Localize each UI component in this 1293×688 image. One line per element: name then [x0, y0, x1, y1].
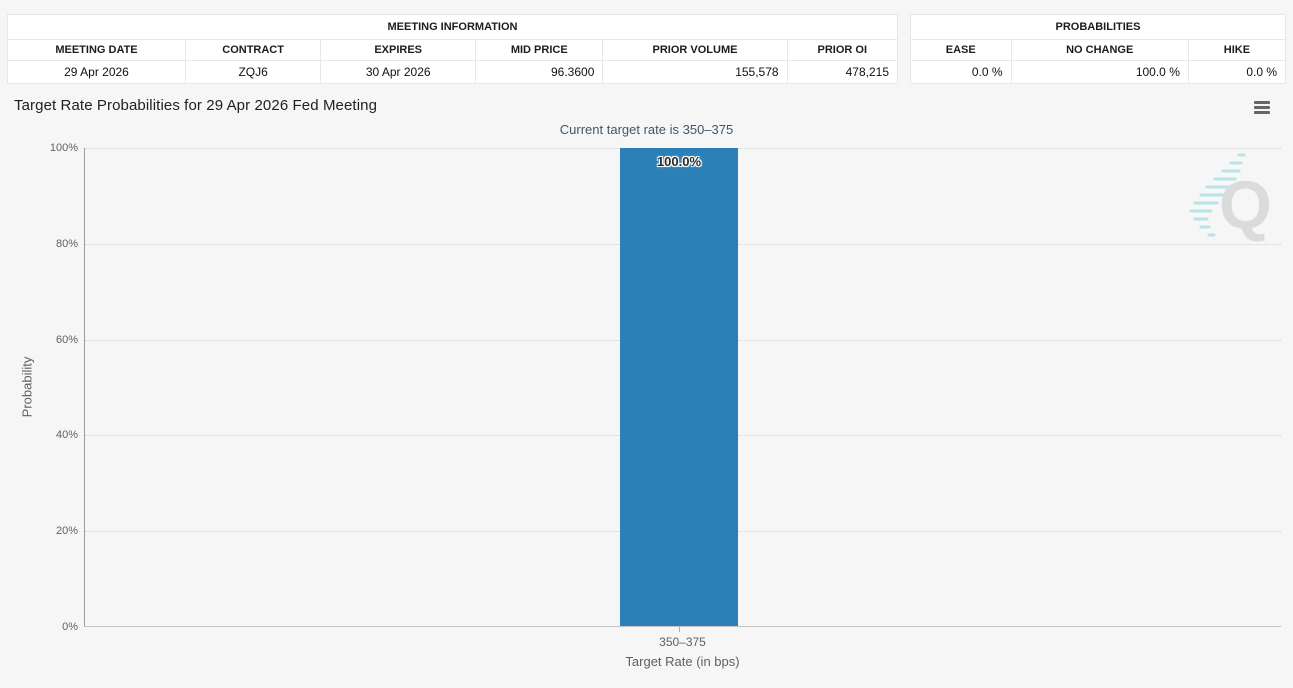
ease-value: 0.0 % [910, 60, 1012, 84]
col-hike: HIKE [1187, 39, 1287, 61]
chart-title: Target Rate Probabilities for 29 Apr 202… [14, 97, 378, 114]
probabilities-table: PROBABILITIES EASE NO CHANGE HIKE 0.0 % … [910, 14, 1287, 84]
col-contract: CONTRACT [184, 39, 322, 61]
col-no-change: NO CHANGE [1010, 39, 1189, 61]
y-tick-100: 100% [49, 142, 78, 154]
col-prior-oi: PRIOR OI [786, 39, 899, 61]
hamburger-menu-icon [1254, 101, 1270, 104]
expires-value: 30 Apr 2026 [320, 60, 477, 84]
summary-tables: MEETING INFORMATION MEETING DATE CONTRAC… [7, 14, 1287, 84]
probabilities-table-row: 0.0 % 100.0 % 0.0 % [910, 60, 1287, 84]
mid-price-value: 96.3600 [475, 60, 604, 84]
plot-area: 100.0% [84, 148, 1281, 632]
contract-value: ZQJ6 [184, 60, 322, 84]
y-tick-40: 40% [55, 429, 78, 442]
meeting-information-table: MEETING INFORMATION MEETING DATE CONTRAC… [7, 14, 899, 84]
watermark-q-letter: Q [1219, 167, 1272, 242]
x-axis-tick-mark [679, 627, 680, 632]
y-tick-20: 20% [55, 525, 78, 538]
col-ease: EASE [910, 39, 1012, 61]
x-axis-title: Target Rate (in bps) [625, 654, 740, 669]
fed-meeting-probability-chart: Target Rate Probabilities for 29 Apr 202… [0, 92, 1293, 688]
y-axis-title: Probability [19, 356, 35, 418]
probability-bar-350-375[interactable] [620, 148, 738, 626]
hamburger-menu-icon [1254, 106, 1270, 109]
y-tick-60: 60% [55, 333, 78, 346]
col-meeting-date: MEETING DATE [7, 39, 186, 61]
col-mid-price: MID PRICE [475, 39, 604, 61]
meeting-table-row: 29 Apr 2026 ZQJ6 30 Apr 2026 96.3600 155… [7, 60, 899, 84]
x-tick-label: 350–375 [659, 635, 706, 649]
bar-data-label: 100.0% [656, 154, 702, 169]
prior-oi-value: 478,215 [786, 60, 899, 84]
prior-volume-value: 155,578 [602, 60, 788, 84]
chart-subtitle: Current target rate is 350–375 [559, 122, 734, 137]
hike-value: 0.0 % [1187, 60, 1287, 84]
chart-context-menu-button[interactable] [1252, 101, 1272, 116]
hamburger-menu-icon [1254, 111, 1270, 114]
col-prior-volume: PRIOR VOLUME [602, 39, 788, 61]
col-expires: EXPIRES [320, 39, 477, 61]
probabilities-table-title: PROBABILITIES [910, 14, 1286, 40]
quikstrike-watermark-logo: Q [1189, 153, 1272, 242]
y-tick-80: 80% [55, 237, 78, 250]
no-change-value: 100.0 % [1010, 60, 1189, 84]
meeting-table-title: MEETING INFORMATION [7, 14, 898, 40]
meeting-date-value: 29 Apr 2026 [7, 60, 186, 84]
y-tick-0: 0% [62, 621, 78, 633]
